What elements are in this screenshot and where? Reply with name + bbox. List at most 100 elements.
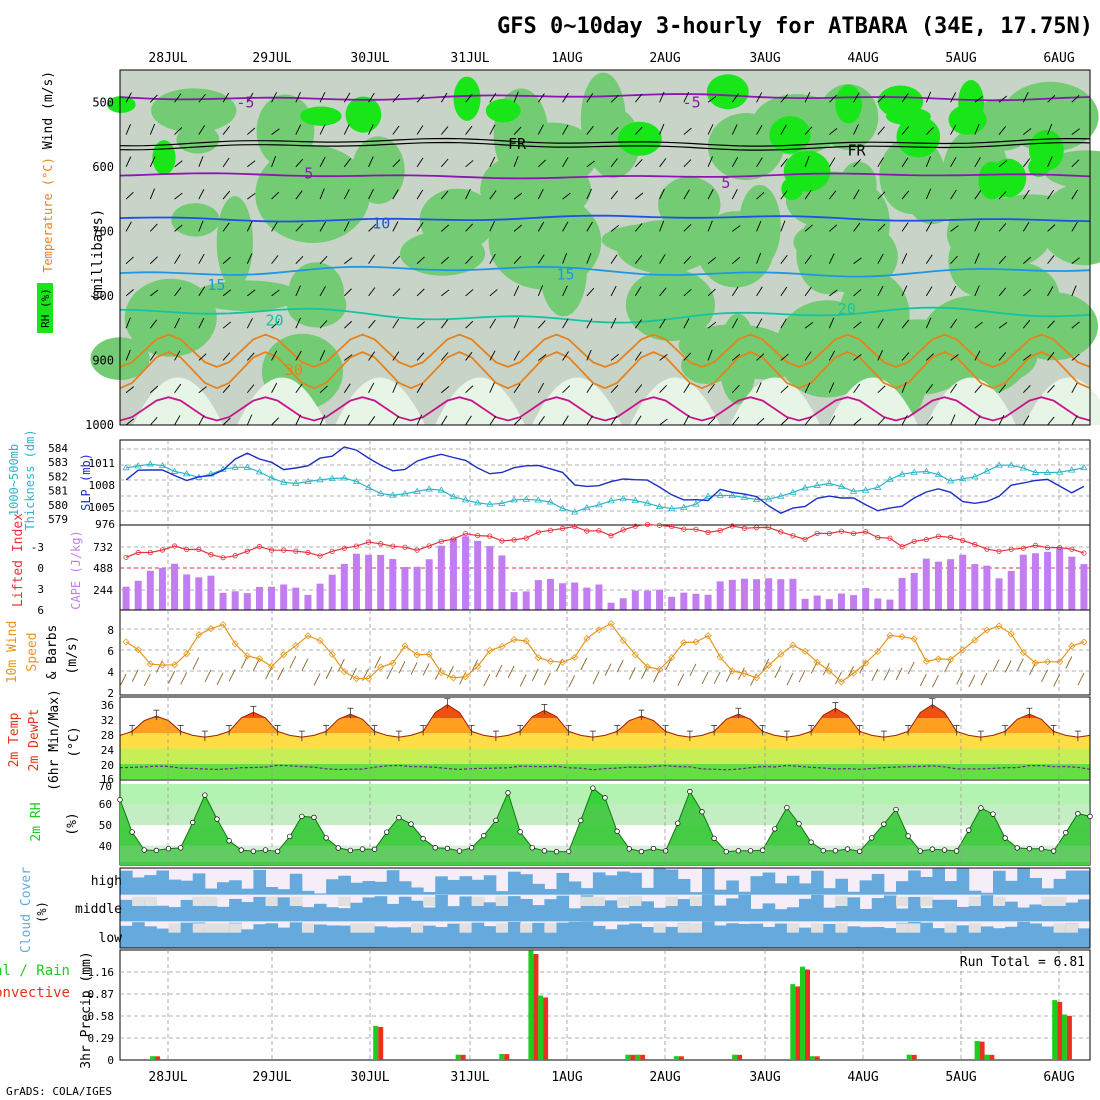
wind-barb [150,256,158,264]
cloud-bar [398,927,412,948]
date-label-top: 2AUG [649,51,680,66]
thickness-point [425,485,433,492]
rh-point [626,846,632,852]
cloud-gray-bar [301,923,315,933]
wind-barb [1071,353,1080,361]
cloud-bar [556,922,570,948]
cloud-bar [386,903,400,922]
lifted-index-point [644,521,651,528]
wind-barb [925,156,931,167]
thickness-point [922,467,931,474]
rh-point [517,829,523,835]
cloud-gray-bar [217,923,230,933]
wind-speed-point [510,636,518,644]
cloud-gray-bar [1041,896,1055,906]
precip-convective-bar [989,1054,995,1060]
wind-barb [319,320,328,329]
cloud-bar [362,881,376,895]
wind-barb [344,354,353,361]
wind-barb [489,289,498,297]
wind-barb [683,189,690,200]
wind-barb [707,383,715,393]
precip-tick-label: 0.29 [88,1032,115,1045]
wind-barb [1047,255,1055,264]
cloud-bar [1017,907,1030,922]
wind-barb-10m [798,670,806,683]
rh-tick-label: 40 [99,840,112,853]
wind-barb [707,124,714,135]
cloud-bar [592,902,606,922]
wind-barb [683,159,692,168]
wind-barb-10m [1016,658,1024,671]
cape-bar [619,598,627,610]
wind-barb [246,92,254,103]
lifted-index-point [584,528,590,534]
wind-barb [901,381,907,393]
wind-barb [465,188,471,200]
lifted-index-point [656,522,663,528]
lifted-index-point [814,530,820,536]
cloud-bar [1005,901,1018,922]
wind-barb [513,317,520,329]
wind-speed-point [316,636,324,645]
cloud-bar [326,907,339,922]
wind-barb-10m [689,663,697,677]
cloud-bar [398,896,412,922]
precip-total-bar [673,1056,679,1060]
rh-moist-area [256,94,315,168]
thickness-point [583,503,591,511]
wind-barb [829,224,838,232]
wind-barb [125,123,131,135]
wind-barb [950,383,958,393]
wind-barb [246,384,255,394]
rh-saturated-area [345,96,382,133]
cloud-bar [156,870,169,895]
wind-barb [149,123,156,135]
wind-barb-10m [592,671,600,685]
rh-point [929,846,936,852]
wind-barb-10m [386,666,394,680]
cloud-bar [726,880,739,895]
rh-point [565,848,572,855]
wind-barb [586,318,593,329]
wind-barb-10m [992,659,1000,672]
rh-point [796,821,802,827]
wind-barb [368,188,374,200]
lifted-index-point [778,529,784,535]
wind-barb-10m [835,672,842,685]
thickness-point [995,461,1003,468]
wind-barb [634,255,643,264]
cloud-bar [714,889,727,895]
wind-barb [465,351,473,361]
cloud-bar [544,899,557,922]
lifted-index-point [499,538,505,544]
cloud-bar [423,907,436,922]
wind-barb [489,156,496,168]
lifted-index-point [171,543,178,549]
cloud-bar [508,896,521,922]
cloud-bar [180,922,194,948]
pressure-tick-label: 600 [92,160,114,174]
cape-bar [486,546,494,610]
rh-point [153,847,160,854]
cloud-bar [811,928,824,948]
lifted-index-point [875,534,881,541]
date-label-bottom: 5AUG [945,1070,976,1085]
cloud-bar [350,902,363,922]
precip-total-bar [1061,1014,1067,1060]
cloud-bar [556,895,570,922]
wind-speed-point [631,651,639,659]
wind-barb [295,256,304,264]
cloud-bar [896,881,909,895]
wind-barb [610,190,618,200]
wind-barb [465,93,473,103]
wind-barb [683,352,692,361]
cloud-bar [823,888,836,895]
wind-barb [901,157,909,168]
rh-dry-area [335,377,425,425]
lifted-index-point [232,553,238,559]
cape-bar [1019,554,1027,610]
thickness-point [170,467,179,474]
wind-barb [343,414,350,426]
cloud-bar [738,891,751,895]
